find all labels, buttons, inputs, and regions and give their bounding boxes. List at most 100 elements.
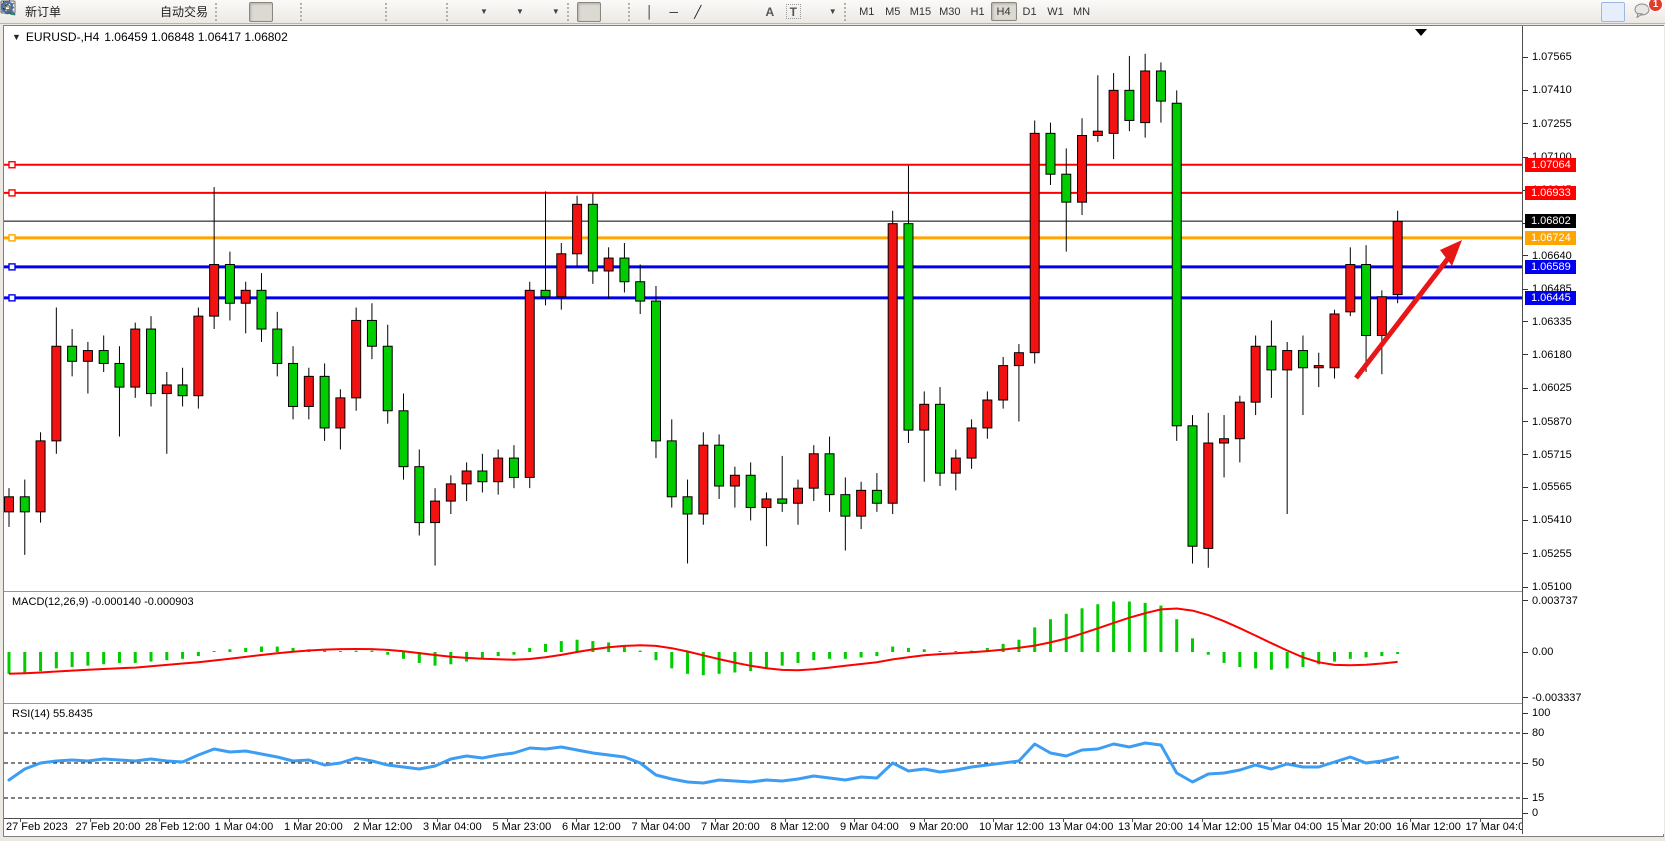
price-level-box-1.07064[interactable]: 1.07064 [1525,157,1576,172]
tf-button-H4[interactable]: H4 [990,2,1017,21]
time-axis[interactable]: 27 Feb 2023 27 Feb 20:00 28 Feb 12:00 1 Mar… [4,818,1530,835]
candle-body [335,397,346,429]
templates-button[interactable]: ▼ [0,0,564,22]
candle-body [572,203,583,255]
tf-button-D1[interactable]: D1 [1022,5,1037,18]
notifications-button[interactable]: 1 [1633,0,1663,22]
tf-button-H1[interactable]: H1 [970,5,985,18]
crosshair-icon [1,1,621,20]
toolbar-grip [300,2,307,21]
pane-separator[interactable] [4,703,1663,705]
price-level-box-1.06933[interactable]: 1.06933 [1525,185,1576,200]
time-axis-tick [298,819,299,822]
channel-button[interactable]: E [1,1,734,22]
add-indicator-button[interactable]: ▼ [0,0,492,22]
trend-arrow-annotation[interactable] [1354,250,1455,380]
tf-button-M30[interactable]: M30 [939,5,961,18]
auto-trading-label: 自动交易 [160,5,209,19]
text-button[interactable]: A [758,2,782,22]
time-axis-label: 7 Mar 20:00 [701,821,760,833]
dropdown-caret: ▼ [515,7,524,16]
level-handle-1.07064[interactable] [8,161,16,169]
candle-body [1329,313,1340,369]
tf-button-W1[interactable]: W1 [1047,5,1064,18]
rsi-pane[interactable]: RSI(14) 55.8435 [4,705,1522,818]
candle-body [461,470,472,485]
tf-button-MN[interactable]: MN [1072,5,1091,18]
tf-button-M15[interactable]: M15 [909,5,932,18]
line-chart-button[interactable] [0,1,297,22]
signal-button[interactable] [0,2,137,22]
price-level-box-1.06445[interactable]: 1.06445 [1525,290,1576,305]
candle-body [193,315,204,397]
indicator-window-icon [0,2,439,20]
level-handle-1.06445[interactable] [8,294,16,302]
line-chart-icon [0,1,293,20]
time-axis-label: 3 Mar 04:00 [423,821,482,833]
level-handle-1.06933[interactable] [8,189,16,197]
candle-body [698,444,709,515]
crosshair-button[interactable] [1,1,625,22]
level-handle-1.06724[interactable] [8,234,16,242]
macd-pane[interactable]: MACD(12,26,9) -0.000140 -0.000903 [4,593,1522,703]
time-axis-label: 13 Mar 04:00 [1048,821,1114,833]
time-axis-label: 15 Mar 04:00 [1257,821,1322,833]
time-axis-tick [437,819,438,822]
time-axis-label: 14 Mar 12:00 [1187,821,1253,833]
periods-button[interactable]: ▼ [0,0,528,22]
time-axis-label: 2 Mar 12:00 [353,821,413,833]
tf-button-M5[interactable]: M5 [885,5,901,18]
trendline-button[interactable]: ╱ [686,2,710,22]
fibonacci-button[interactable]: F [1,2,758,22]
toolbar: 新订单 自动交易 ▼ ▼ ▼ [0,0,1665,24]
candle-body [871,489,882,504]
search-button[interactable] [1,1,1625,22]
candle-body [130,328,141,388]
auto-trading-button[interactable]: 自动交易 [0,1,212,22]
zoom-out-button[interactable] [0,0,358,22]
candle-body [1140,70,1151,124]
price-axis-tick: 100 [1523,707,1550,720]
collapse-triangle-icon[interactable]: ▼ [12,32,21,42]
dropdown-caret: ▼ [828,7,837,16]
chart-shift-marker[interactable] [1415,29,1427,36]
candle-body [1013,352,1024,367]
market-watch-button[interactable] [0,0,113,22]
candle-body [761,498,772,509]
price-level-box-1.06802[interactable]: 1.06802 [1525,214,1576,229]
candle-body [603,257,614,272]
price-axis-tick: 0.003737 [1523,594,1578,607]
price-axis[interactable]: 1.075651.074101.072551.071001.069451.067… [1522,26,1664,834]
cursor-button[interactable] [3,1,601,22]
candle-body [288,362,299,407]
vertical-line-button[interactable]: │ [638,2,662,22]
level-handle-1.06589[interactable] [8,263,16,271]
bar-chart-button[interactable] [2,1,249,22]
zoom-in-button[interactable] [0,0,334,22]
pane-separator[interactable] [4,591,1663,593]
chat-icon [1634,3,1653,20]
candle-body [1061,173,1072,203]
gold-button[interactable] [0,0,89,22]
zoom-in-icon [0,0,330,20]
tf-button-M1[interactable]: M1 [859,5,875,18]
price-level-box-1.06724[interactable]: 1.06724 [1525,230,1576,245]
candle-body [903,223,914,431]
candlestick-chart-button[interactable] [1,1,274,22]
horizontal-line-button[interactable]: ─ [662,2,686,22]
price-pane[interactable]: ▼ EURUSD-,H4 1.06459 1.06848 1.06417 1.0… [4,26,1522,591]
auto-trading-icon [0,1,157,20]
candle-body [840,494,851,517]
indicator-list-button[interactable] [0,2,419,22]
price-level-box-1.06589[interactable]: 1.06589 [1525,259,1576,274]
candle-body [67,345,78,362]
tile-windows-button[interactable] [1,1,382,22]
indicator-window-button[interactable] [0,2,443,22]
arrows-button[interactable]: ▼ [1,1,841,22]
candle-body [919,403,930,431]
candle-body [777,498,788,504]
price-axis-tick: 1.06640 [1523,249,1572,262]
time-axis-tick [1271,819,1272,822]
label-button[interactable]: T [782,2,805,22]
dropdown-caret: ▼ [480,7,488,16]
